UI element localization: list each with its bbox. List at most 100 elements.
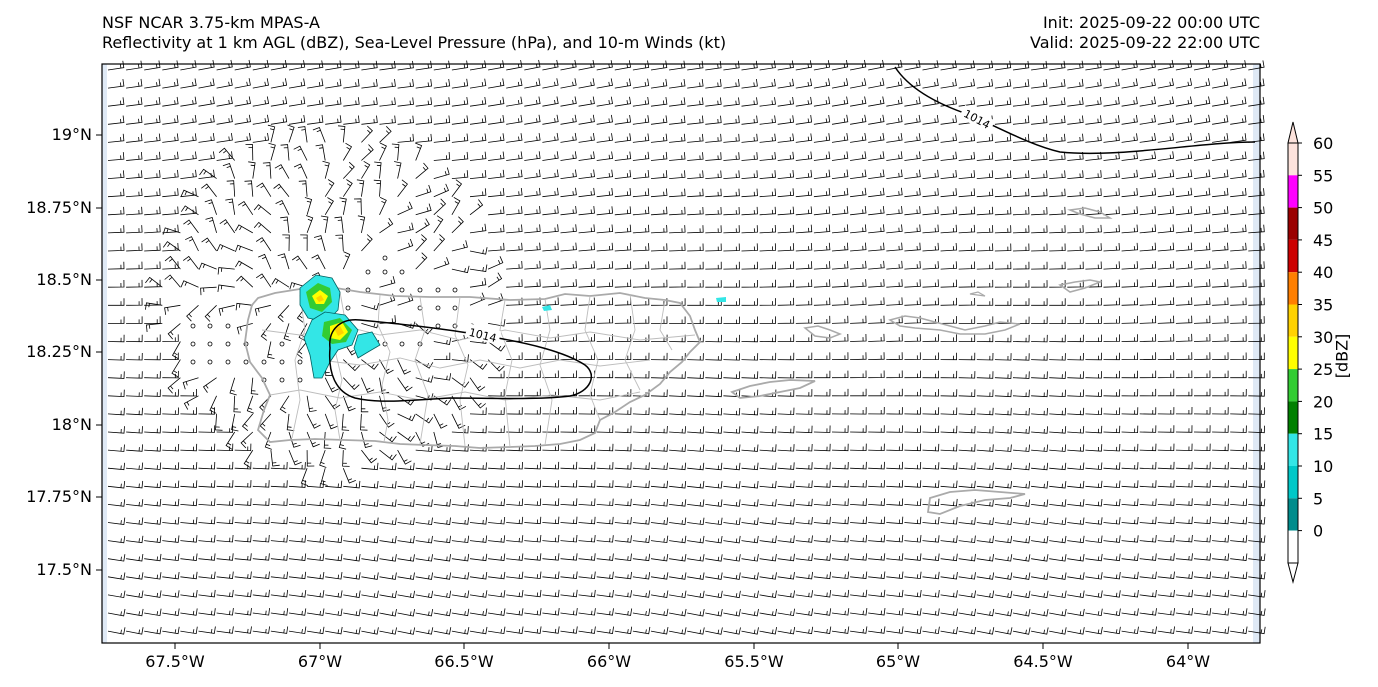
wind-barb (180, 608, 198, 616)
wind-barb (1157, 516, 1175, 525)
wind-barb (795, 370, 813, 379)
wind-barb (560, 370, 577, 379)
wind-barb (1067, 279, 1084, 288)
wind-barb (234, 96, 251, 107)
wind-barb (198, 571, 216, 580)
wind-barb (325, 535, 343, 543)
wind-barb (578, 151, 595, 161)
wind-barb (1193, 571, 1212, 579)
wind-barb (1103, 389, 1121, 397)
wind-barb (741, 572, 759, 580)
wind-barb (1103, 297, 1120, 306)
wind-barb (596, 133, 613, 143)
wind-barb (542, 571, 560, 579)
wind-barb (270, 535, 288, 543)
wind-barb (868, 224, 885, 234)
wind-barb (1157, 407, 1175, 415)
wind-barb (1067, 60, 1084, 71)
wind-barb (632, 480, 650, 489)
wind-barb (1103, 590, 1121, 598)
wind-barb (469, 395, 486, 409)
wind-barb (886, 370, 903, 379)
wind-barb (705, 444, 723, 452)
wind-barb (994, 334, 1012, 343)
wind-barb (1175, 516, 1193, 525)
wind-barb (741, 279, 758, 288)
wind-barb (171, 359, 181, 378)
wind-barb (488, 608, 506, 616)
wind-barb (904, 114, 921, 125)
wind-barb (958, 151, 976, 161)
wind-barb (850, 480, 867, 488)
wind-barb (596, 96, 613, 107)
wind-barb (976, 608, 995, 617)
wind-barb (126, 279, 143, 288)
wind-barb (1049, 389, 1066, 398)
wind-barb (886, 589, 904, 598)
wind-barb (325, 590, 343, 598)
wind-barb (1193, 242, 1211, 252)
wind-barb (560, 498, 578, 506)
wind-barb (162, 151, 179, 161)
wind-barb (144, 407, 161, 416)
wind-barb (180, 114, 197, 125)
puerto-rico-coastline (244, 286, 702, 449)
wind-barb (1230, 407, 1247, 415)
wind-barb (886, 78, 903, 89)
wind-barb (1085, 371, 1102, 379)
wind-barb (397, 590, 415, 599)
wind-barb (264, 431, 272, 450)
wind-barb (180, 535, 198, 543)
wind-barb (379, 217, 394, 234)
wind-barb (307, 96, 324, 107)
wind-barb (451, 553, 470, 562)
wind-barb (705, 481, 723, 489)
colorbar-tick-15: 15 (1313, 425, 1333, 444)
wind-barb (922, 279, 939, 288)
wind-barb (922, 133, 939, 143)
wind-barb (1103, 407, 1121, 415)
wind-barb (886, 498, 904, 506)
wind-barb (1121, 151, 1138, 161)
wind-barb (1175, 608, 1194, 616)
wind-barb (198, 498, 216, 506)
wind-barb (1067, 188, 1084, 198)
wind-barb (524, 589, 542, 598)
wind-barb (1049, 97, 1066, 107)
wind-barb (542, 297, 559, 306)
wind-barb (614, 498, 632, 507)
wind-barb (723, 225, 740, 234)
wind-barb (288, 608, 307, 616)
wind-barb (1049, 225, 1066, 234)
wind-barb (596, 78, 613, 89)
wind-barb (307, 590, 325, 598)
wind-barb (107, 316, 125, 324)
wind-barb (397, 179, 408, 197)
calm-wind-circle (279, 341, 285, 347)
wind-barb (650, 151, 668, 161)
wind-barb (180, 498, 198, 507)
wind-barb (1085, 78, 1102, 89)
colorbar-segment-20-25 (1288, 369, 1298, 402)
wind-barb (868, 480, 885, 488)
wind-barb (524, 553, 542, 561)
colorbar-tick-35: 35 (1313, 296, 1333, 315)
wind-barb (1193, 132, 1211, 143)
wind-barb (325, 96, 342, 107)
wind-barb (1157, 461, 1175, 470)
wind-barb (1085, 188, 1102, 198)
wind-barb (723, 535, 741, 544)
wind-barb (1230, 553, 1248, 561)
wind-barb (1230, 516, 1248, 525)
wind-barb (1248, 297, 1265, 306)
wind-barb (1193, 96, 1211, 107)
wind-barb (741, 261, 758, 270)
wind-barb (813, 242, 831, 252)
wind-barb (343, 553, 361, 562)
wind-barb (1193, 114, 1211, 125)
wind-barb (343, 572, 361, 580)
wind-barb (976, 517, 994, 525)
wind-barb (1103, 96, 1120, 107)
wind-barb (958, 572, 976, 580)
wind-barb (1121, 133, 1138, 143)
